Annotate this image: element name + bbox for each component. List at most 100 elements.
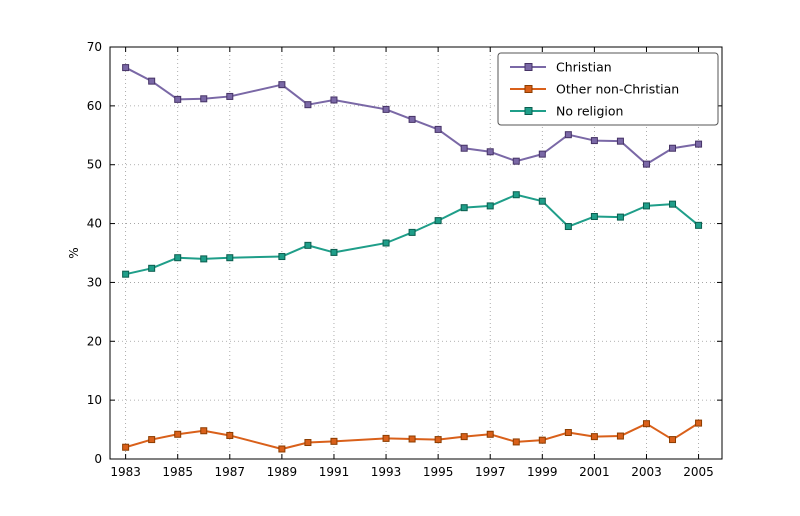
legend-marker <box>524 63 533 71</box>
axis-tick-labels: 1983 1985 1987 1989 1991 1993 1995 1997 1999 20 0 1… <box>87 40 714 479</box>
y-tick-label: 30 <box>87 275 102 289</box>
data-point-marker <box>122 443 130 451</box>
data-point-marker <box>460 144 468 152</box>
x-tick-label: 1999 <box>527 465 558 479</box>
data-point-marker <box>486 148 494 156</box>
data-point-marker <box>460 433 468 441</box>
y-tick-label: 70 <box>87 40 102 54</box>
data-point-marker <box>330 96 338 104</box>
legend-label: No religion <box>556 104 623 119</box>
data-point-marker <box>538 197 546 205</box>
y-tick-label: 40 <box>87 217 102 231</box>
axes-frame <box>109 46 723 460</box>
data-point-marker <box>148 264 156 272</box>
data-point-marker <box>616 137 624 145</box>
legend-item: Christian <box>510 60 612 75</box>
y-tick-label: 50 <box>87 158 102 172</box>
data-point-marker <box>330 248 338 256</box>
x-tick-label: 2003 <box>631 465 662 479</box>
data-point-marker <box>122 270 130 278</box>
axis-ticks <box>110 46 722 460</box>
data-point-marker <box>226 92 234 100</box>
data-point-marker <box>330 437 338 445</box>
series-lines <box>122 64 703 453</box>
legend-box <box>497 52 719 126</box>
data-point-marker <box>564 131 572 139</box>
data-point-marker <box>278 253 286 261</box>
y-tick-label: 10 <box>87 393 102 407</box>
data-point-marker <box>122 64 130 72</box>
data-point-marker <box>512 191 520 199</box>
data-point-marker <box>642 202 650 210</box>
series-christian <box>122 64 703 168</box>
data-point-marker <box>590 213 598 221</box>
data-point-marker <box>434 125 442 133</box>
data-point-marker <box>538 150 546 158</box>
data-point-marker <box>669 144 677 152</box>
data-point-marker <box>226 254 234 262</box>
data-point-marker <box>460 204 468 212</box>
data-point-marker <box>200 427 208 435</box>
data-point-marker <box>434 436 442 444</box>
legend-item: No religion <box>510 104 623 119</box>
data-point-marker <box>616 213 624 221</box>
y-axis-label: % <box>67 247 81 258</box>
legend-marker <box>524 107 533 115</box>
x-tick-label: 1995 <box>423 465 454 479</box>
data-point-marker <box>590 137 598 145</box>
legend: Christian Other non-Christian No religion <box>497 52 719 126</box>
data-point-marker <box>200 255 208 263</box>
data-point-marker <box>564 429 572 437</box>
series-no-religion <box>122 191 703 278</box>
data-point-marker <box>695 140 703 148</box>
x-tick-label: 2005 <box>683 465 714 479</box>
data-point-marker <box>382 105 390 113</box>
data-point-marker <box>669 200 677 208</box>
data-point-marker <box>408 115 416 123</box>
data-point-marker <box>642 160 650 168</box>
data-point-marker <box>695 221 703 229</box>
data-point-marker <box>616 432 624 440</box>
data-point-marker <box>408 435 416 443</box>
data-point-marker <box>486 430 494 438</box>
data-point-marker <box>538 436 546 444</box>
x-tick-label: 1997 <box>475 465 506 479</box>
data-point-marker <box>695 419 703 427</box>
data-point-marker <box>669 436 677 444</box>
data-point-marker <box>408 228 416 236</box>
legend-label: Other non-Christian <box>556 82 679 97</box>
legend-label: Christian <box>556 60 612 75</box>
x-tick-label: 1983 <box>110 465 141 479</box>
data-point-marker <box>486 202 494 210</box>
data-point-marker <box>304 439 312 447</box>
data-point-marker <box>278 81 286 89</box>
data-point-marker <box>382 239 390 247</box>
x-tick-label: 1985 <box>162 465 193 479</box>
data-point-marker <box>304 101 312 109</box>
data-point-marker <box>590 433 598 441</box>
data-point-marker <box>434 217 442 225</box>
data-point-marker <box>226 431 234 439</box>
data-point-marker <box>148 436 156 444</box>
x-tick-label: 1987 <box>215 465 246 479</box>
data-point-marker <box>512 157 520 165</box>
data-point-marker <box>304 241 312 249</box>
data-point-marker <box>278 445 286 453</box>
legend-marker <box>524 85 533 93</box>
y-tick-label: 0 <box>94 452 102 466</box>
x-tick-label: 1991 <box>319 465 350 479</box>
x-tick-label: 1989 <box>267 465 298 479</box>
data-point-marker <box>642 420 650 428</box>
y-tick-label: 20 <box>87 334 102 348</box>
data-point-marker <box>174 430 182 438</box>
data-point-marker <box>174 95 182 103</box>
data-point-marker <box>512 438 520 446</box>
data-point-marker <box>564 223 572 231</box>
y-tick-label: 60 <box>87 99 102 113</box>
x-tick-label: 1993 <box>371 465 402 479</box>
legend-item: Other non-Christian <box>510 82 679 97</box>
data-point-marker <box>148 77 156 85</box>
data-point-marker <box>382 434 390 442</box>
